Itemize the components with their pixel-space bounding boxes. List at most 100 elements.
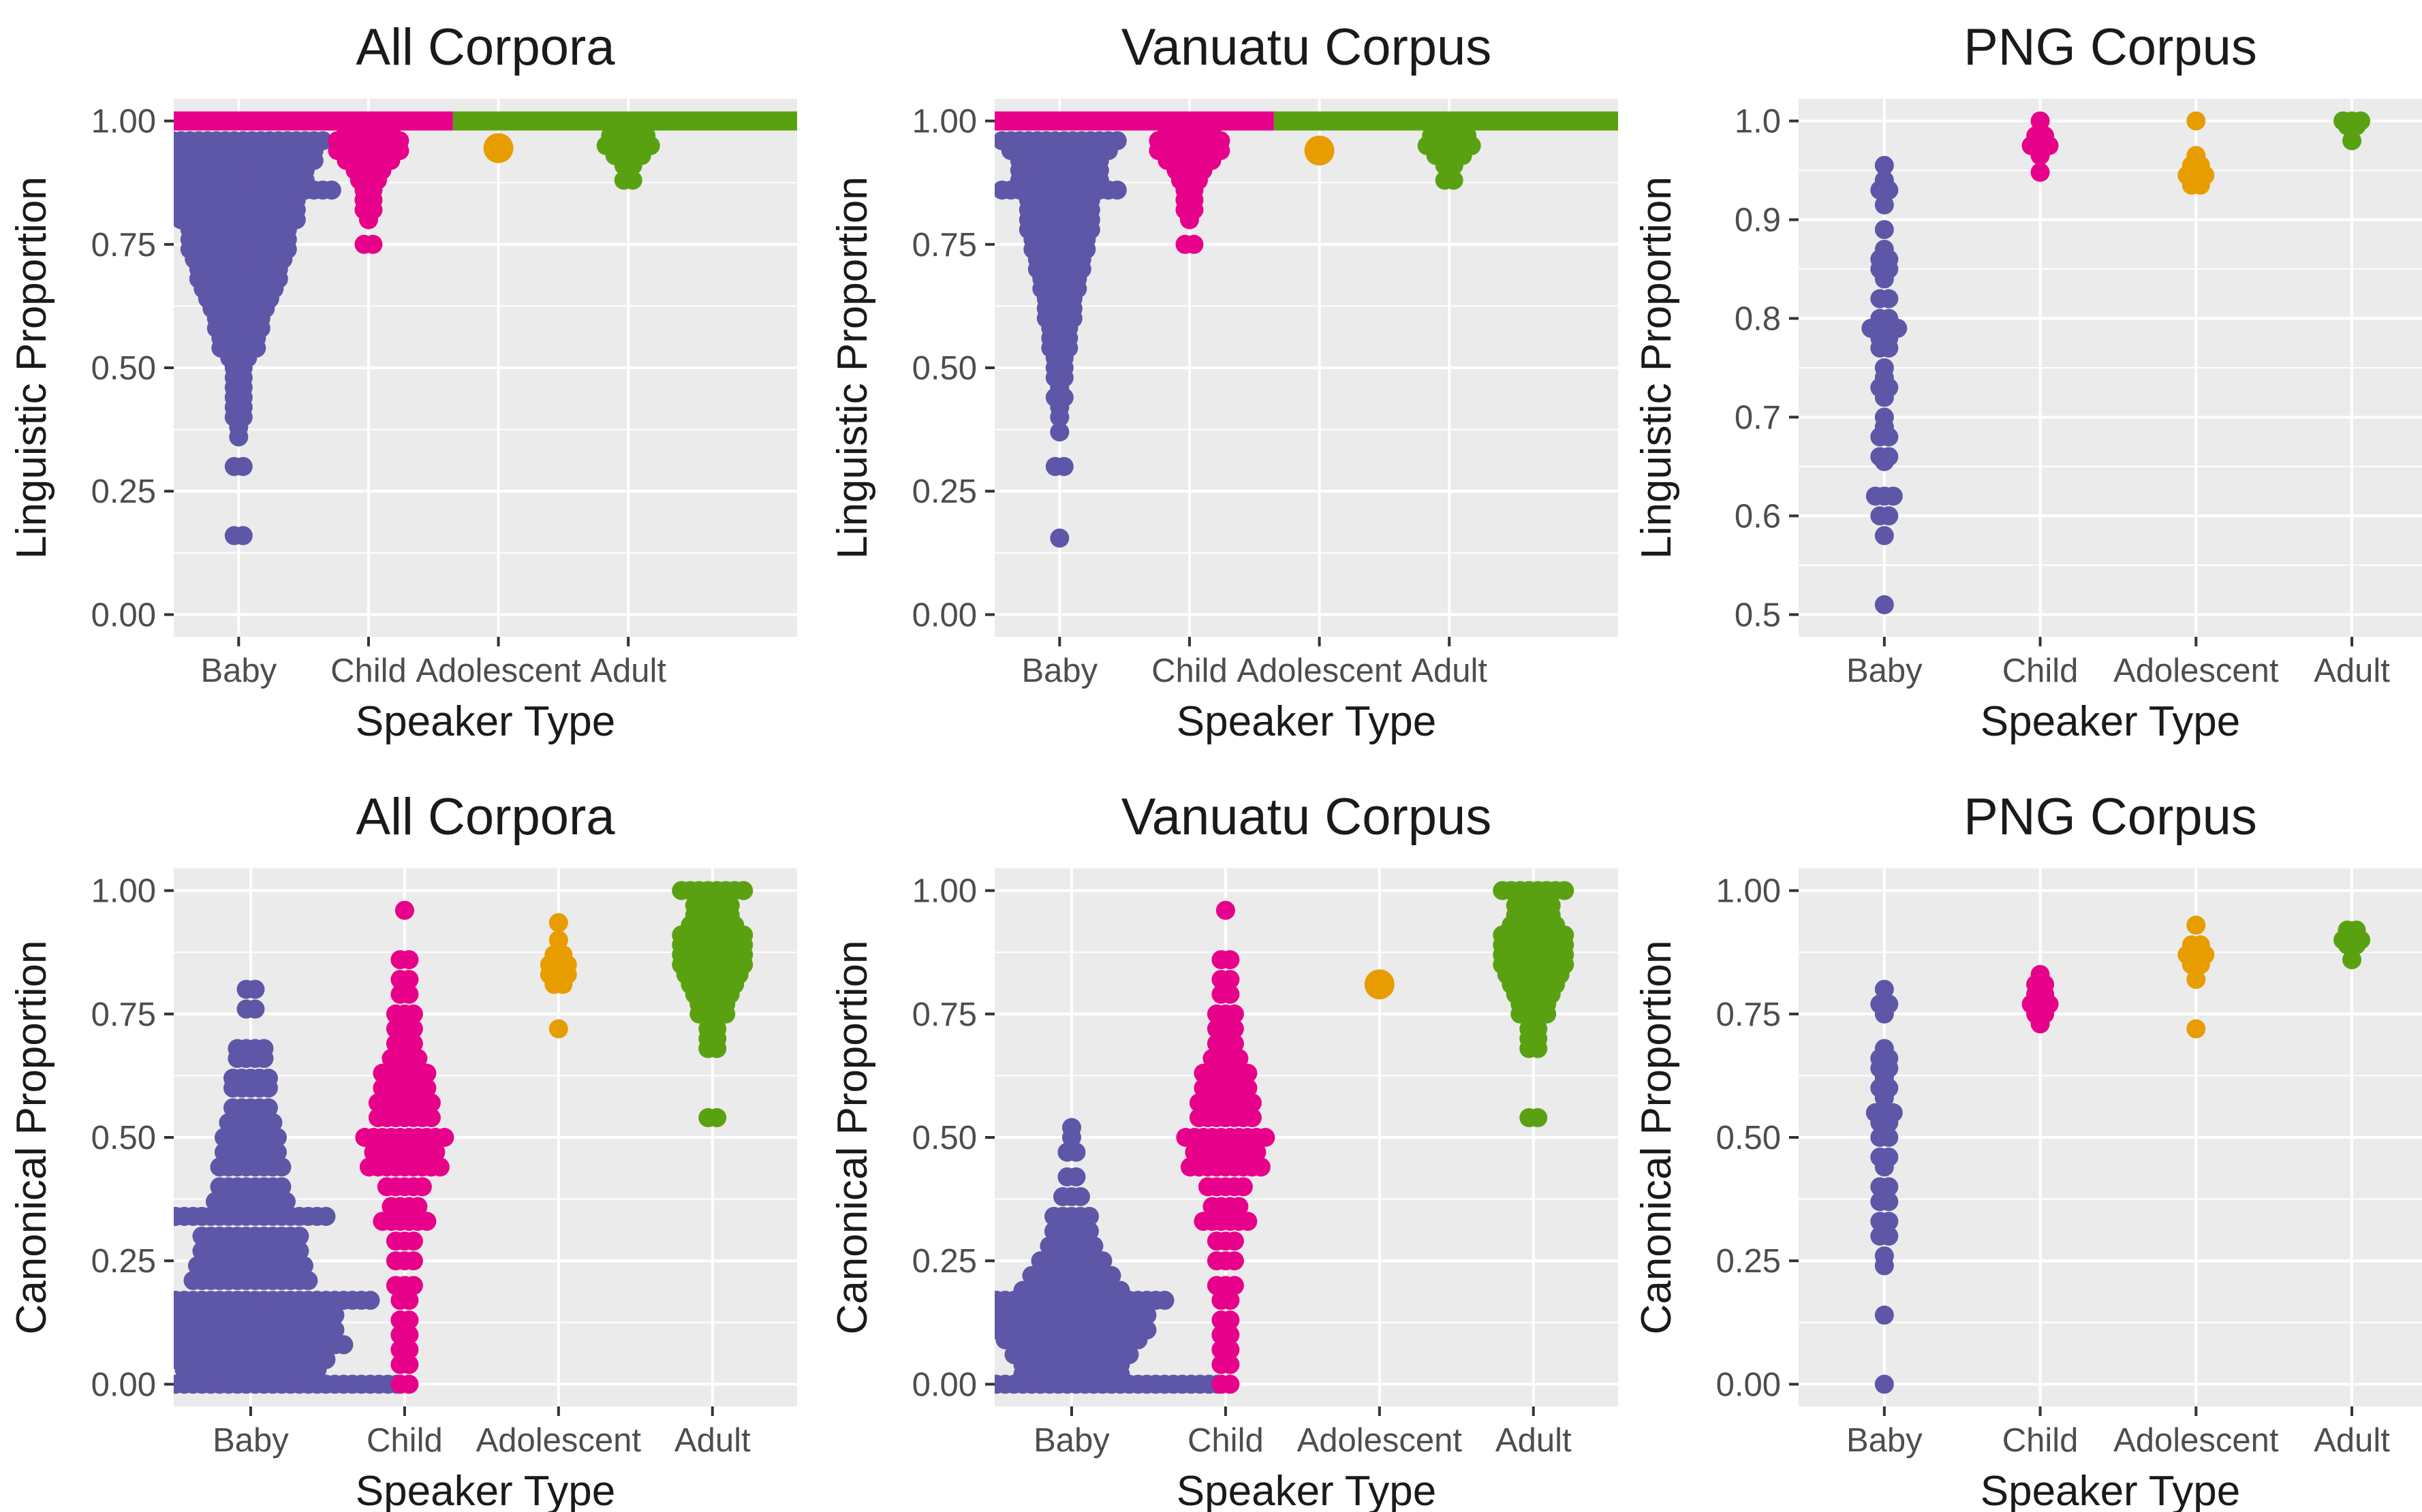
point-child xyxy=(2030,162,2050,182)
point-adult xyxy=(707,1108,727,1128)
point-child xyxy=(2030,146,2050,166)
x-axis-label: Speaker Type xyxy=(1981,698,2240,745)
panel-title: Vanuatu Corpus xyxy=(1121,788,1492,846)
x-axis-label: Speaker Type xyxy=(1177,1468,1436,1512)
x-tick-label: Baby xyxy=(1021,652,1098,689)
point-child xyxy=(417,1212,437,1231)
x-tick-label: Adolescent xyxy=(1237,652,1402,689)
y-tick-label: 0.00 xyxy=(1716,1366,1781,1403)
panel-title: PNG Corpus xyxy=(1963,788,2257,846)
y-tick-label: 0.50 xyxy=(912,1120,977,1156)
point-baby xyxy=(1874,979,1894,999)
point-baby xyxy=(1874,1157,1894,1177)
point-child xyxy=(1220,1325,1240,1344)
point-adolescent xyxy=(2186,915,2206,935)
point-baby xyxy=(360,1291,380,1310)
point-adolescent xyxy=(2190,955,2210,975)
point-baby xyxy=(1874,388,1894,407)
point-adolescent xyxy=(553,975,573,994)
point-adult xyxy=(623,155,642,175)
point-adolescent xyxy=(2186,970,2206,990)
point-child xyxy=(399,1310,419,1330)
point-child xyxy=(1256,1128,1275,1147)
point-child xyxy=(1229,1197,1249,1216)
point-child xyxy=(399,1291,419,1310)
y-tick-label: 0.25 xyxy=(912,1243,977,1280)
point-baby xyxy=(1102,1265,1121,1285)
point-baby xyxy=(245,999,265,1019)
y-tick-label: 1.00 xyxy=(912,873,977,910)
point-baby xyxy=(1874,526,1894,546)
point-baby xyxy=(1054,456,1074,476)
y-tick-label: 0.9 xyxy=(1735,202,1781,239)
point-adult xyxy=(1528,1108,1548,1128)
panel-4: 0.00 0.25 0.50 0.75 1.00 Baby Child Adolescent A… xyxy=(8,788,797,1512)
point-baby xyxy=(1879,427,1899,447)
point-baby xyxy=(1874,220,1894,240)
x-tick-label: Adult xyxy=(2314,652,2390,689)
point-baby xyxy=(290,1241,309,1261)
x-tick-label: Baby xyxy=(1846,652,1923,689)
point-child xyxy=(421,1093,441,1113)
point-baby xyxy=(1883,486,1903,506)
point-child xyxy=(403,1231,423,1251)
y-tick-label: 1.00 xyxy=(912,104,977,140)
point-baby xyxy=(229,427,249,447)
point-adult xyxy=(2346,935,2366,955)
point-baby xyxy=(267,1128,287,1147)
point-baby xyxy=(334,1335,354,1355)
point-baby xyxy=(1107,180,1127,200)
x-tick-label: Adult xyxy=(674,1422,751,1459)
point-adolescent xyxy=(2186,1019,2206,1039)
x-axis-label: Speaker Type xyxy=(1177,698,1436,745)
point-baby xyxy=(1050,422,1070,442)
panel-title: PNG Corpus xyxy=(1963,18,2257,76)
y-tick-label: 0.50 xyxy=(1716,1120,1781,1156)
y-tick-label: 0.50 xyxy=(91,1120,156,1156)
point-child xyxy=(1224,1004,1244,1024)
point-baby xyxy=(1879,180,1899,200)
point-child xyxy=(399,970,419,990)
point-baby xyxy=(1879,338,1899,358)
point-baby xyxy=(1874,1088,1894,1108)
y-tick-label: 0.75 xyxy=(91,227,156,264)
point-child xyxy=(417,1078,437,1098)
point-child xyxy=(1233,1177,1253,1197)
point-baby xyxy=(1066,1142,1086,1162)
point-child xyxy=(1220,1291,1240,1310)
point-adult xyxy=(2346,116,2366,136)
x-tick-label: Adult xyxy=(1411,652,1487,689)
point-child xyxy=(394,900,414,920)
y-tick-label: 0.75 xyxy=(91,996,156,1033)
x-tick-label: Child xyxy=(330,652,407,689)
x-tick-label: Adolescent xyxy=(476,1422,642,1459)
point-adult xyxy=(716,1004,736,1024)
point-baby xyxy=(325,1320,345,1340)
panel-2: 0.00 0.25 0.50 0.75 1.00 Baby Child Adolescent A… xyxy=(829,18,1618,745)
y-tick-label: 0.00 xyxy=(91,1366,156,1403)
point-adolescent xyxy=(1364,969,1395,1000)
point-baby xyxy=(1879,506,1899,526)
point-adolescent xyxy=(548,1019,568,1039)
point-baby xyxy=(1070,1186,1090,1206)
y-tick-label: 0.25 xyxy=(1716,1243,1781,1280)
point-child xyxy=(1238,1063,1258,1083)
panel-3: 0.5 0.6 0.7 0.8 0.9 1.0 Baby Child Adolescent Adu… xyxy=(1633,18,2422,745)
point-baby xyxy=(1061,1128,1081,1147)
point-child xyxy=(1220,984,1240,1004)
point-child xyxy=(399,1355,419,1374)
data-marks xyxy=(1861,111,2371,614)
y-tick-label: 1.00 xyxy=(1716,873,1781,910)
point-child xyxy=(1251,1157,1271,1177)
x-tick-label: Baby xyxy=(1034,1422,1110,1459)
point-adolescent xyxy=(548,930,568,950)
point-baby xyxy=(1874,1305,1894,1325)
point-child xyxy=(399,1325,419,1344)
point-baby xyxy=(325,1305,345,1325)
panel-title: All Corpora xyxy=(356,18,615,76)
y-tick-label: 1.00 xyxy=(91,873,156,910)
point-child xyxy=(2030,1014,2050,1034)
point-child xyxy=(1220,950,1240,970)
point-baby xyxy=(1874,195,1894,215)
y-tick-label: 0.75 xyxy=(912,996,977,1033)
